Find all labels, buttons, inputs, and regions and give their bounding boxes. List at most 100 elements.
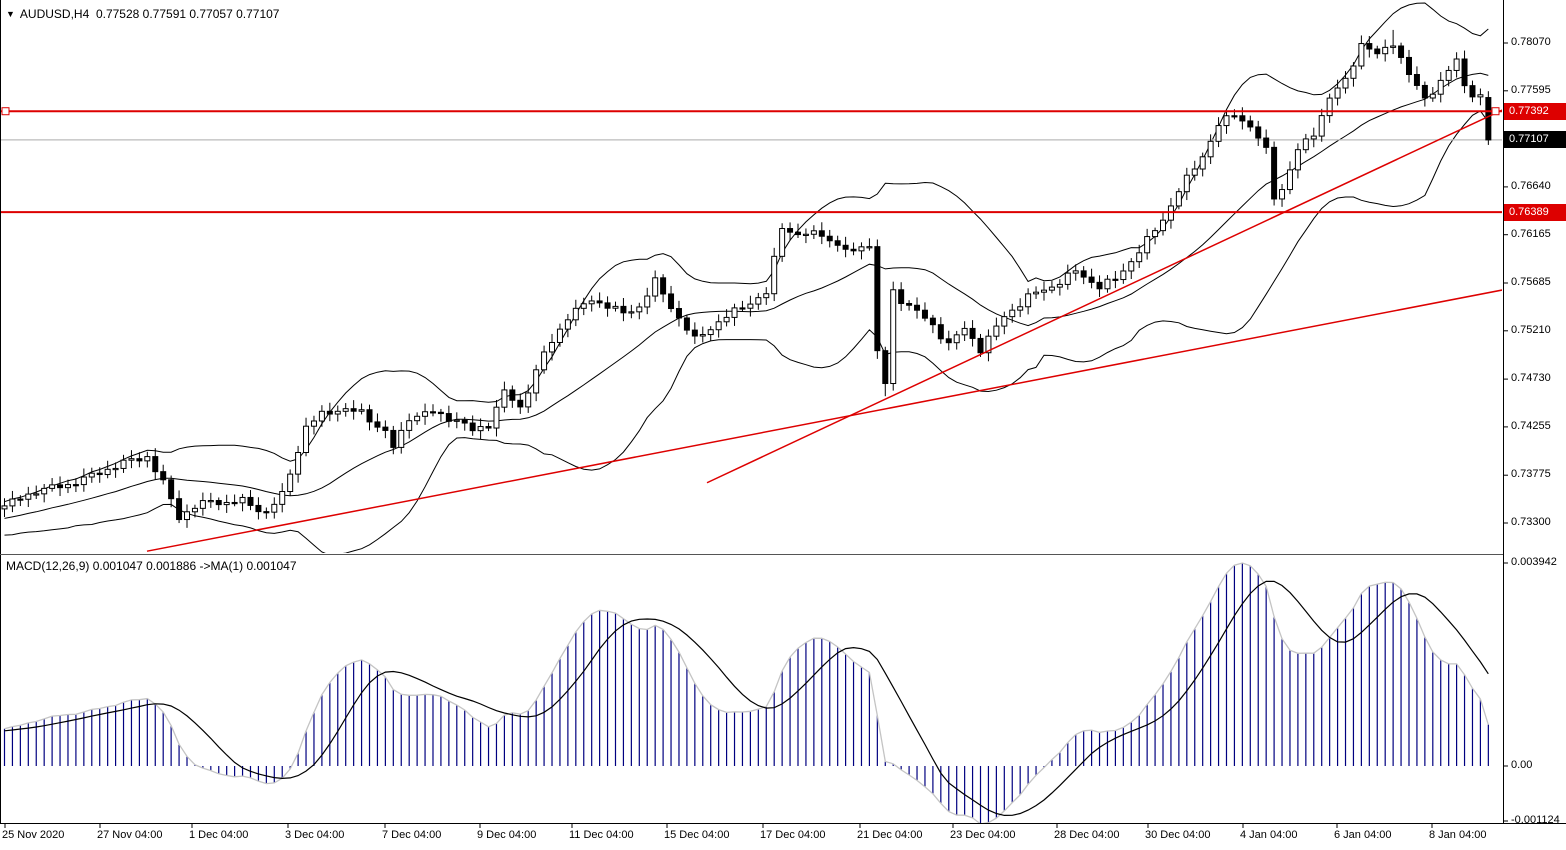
price-tick-label: 0.78070 xyxy=(1511,36,1551,48)
candle xyxy=(239,493,246,512)
candle xyxy=(1096,275,1103,297)
candle xyxy=(1310,127,1317,148)
candle xyxy=(1048,281,1055,294)
macd-indicator-label: MACD(12,26,9) 0.001047 0.001886 ->MA(1) … xyxy=(6,559,297,573)
macd-tick-label: 0.003942 xyxy=(1511,556,1557,568)
candle xyxy=(453,412,460,429)
candle xyxy=(747,295,754,317)
candle xyxy=(802,228,809,244)
time-tick-label: 7 Dec 04:00 xyxy=(382,829,442,841)
candle xyxy=(406,413,413,439)
candle xyxy=(580,297,587,316)
candle xyxy=(906,300,913,311)
candle xyxy=(144,451,151,468)
price-tick-label: 0.73775 xyxy=(1511,468,1551,481)
candle xyxy=(1120,263,1127,284)
candle xyxy=(374,413,381,433)
candle xyxy=(1334,79,1341,106)
macd-pane[interactable] xyxy=(3,562,1489,824)
macd-histogram xyxy=(3,563,1489,823)
candle xyxy=(898,282,905,311)
candle xyxy=(176,490,183,524)
candle xyxy=(850,242,857,256)
candle xyxy=(1453,52,1460,78)
candle xyxy=(826,229,833,248)
candle xyxy=(326,402,333,422)
candle xyxy=(1263,129,1270,154)
candle xyxy=(366,404,373,431)
candle xyxy=(303,417,310,457)
support-trendline-steep[interactable] xyxy=(706,106,1510,484)
candle xyxy=(977,333,984,357)
candle xyxy=(541,345,548,374)
candle xyxy=(636,302,643,320)
candle xyxy=(120,454,127,473)
main-price-pane[interactable] xyxy=(0,2,1510,555)
candle xyxy=(517,393,524,414)
time-tick-label: 15 Dec 04:00 xyxy=(664,829,730,841)
trendline-handle-left[interactable] xyxy=(1,107,10,116)
candle xyxy=(41,483,48,503)
candle xyxy=(1247,115,1254,132)
candle xyxy=(818,222,825,245)
candle xyxy=(1374,45,1381,59)
candle xyxy=(1477,88,1484,106)
symbol-dropdown-icon[interactable]: ▼ xyxy=(6,9,15,19)
candle xyxy=(1398,42,1405,64)
candle xyxy=(1294,143,1301,179)
candle xyxy=(525,384,532,413)
trendline-handle-right[interactable] xyxy=(1491,107,1500,116)
candle xyxy=(1445,65,1452,87)
candle xyxy=(445,405,452,428)
time-tick-label: 28 Dec 04:00 xyxy=(1054,829,1120,841)
candle xyxy=(1382,39,1389,62)
macd-tick-label: 0.00 xyxy=(1511,759,1533,771)
support-trendline-long[interactable] xyxy=(146,289,1510,552)
line-price-badge: 0.77392 xyxy=(1504,102,1566,120)
candle xyxy=(152,448,159,480)
price-tick-label: 0.74255 xyxy=(1511,419,1551,432)
candle xyxy=(1144,228,1151,260)
price-tick-label: 0.74730 xyxy=(1511,372,1551,385)
candle xyxy=(1413,66,1420,90)
candle xyxy=(675,300,682,327)
candle xyxy=(64,479,71,494)
candle xyxy=(1223,110,1230,134)
bollinger-bands xyxy=(4,2,1489,553)
time-tick-label: 3 Dec 04:00 xyxy=(285,829,345,841)
candle xyxy=(810,225,817,240)
candle xyxy=(842,236,849,258)
candle xyxy=(1342,71,1349,94)
candle xyxy=(596,292,603,308)
candle xyxy=(699,326,706,343)
candle xyxy=(1040,281,1047,301)
candle xyxy=(184,504,191,528)
candle xyxy=(104,460,111,479)
candle xyxy=(1207,134,1214,164)
candle xyxy=(334,405,341,422)
candle xyxy=(1199,152,1206,177)
candle xyxy=(429,404,436,417)
current-price-badge: 0.77107 xyxy=(1504,131,1566,149)
candle xyxy=(921,302,928,322)
time-tick-label: 21 Dec 04:00 xyxy=(857,829,923,841)
candle xyxy=(533,364,540,402)
candle xyxy=(969,320,976,347)
candle xyxy=(660,274,667,303)
candle xyxy=(1279,183,1286,207)
candle xyxy=(1469,80,1476,103)
candle xyxy=(1421,81,1428,107)
candle xyxy=(1302,133,1309,154)
candle xyxy=(414,412,421,425)
macd-tick-label: -0.001124 xyxy=(1511,814,1560,826)
candle xyxy=(96,467,103,483)
candle xyxy=(1017,298,1024,318)
candle xyxy=(1001,311,1008,335)
candle xyxy=(723,309,730,327)
time-tick-label: 8 Jan 04:00 xyxy=(1429,829,1487,841)
candle xyxy=(945,330,952,351)
candle xyxy=(112,462,119,478)
candle xyxy=(707,326,714,342)
time-tick-label: 1 Dec 04:00 xyxy=(189,829,249,841)
